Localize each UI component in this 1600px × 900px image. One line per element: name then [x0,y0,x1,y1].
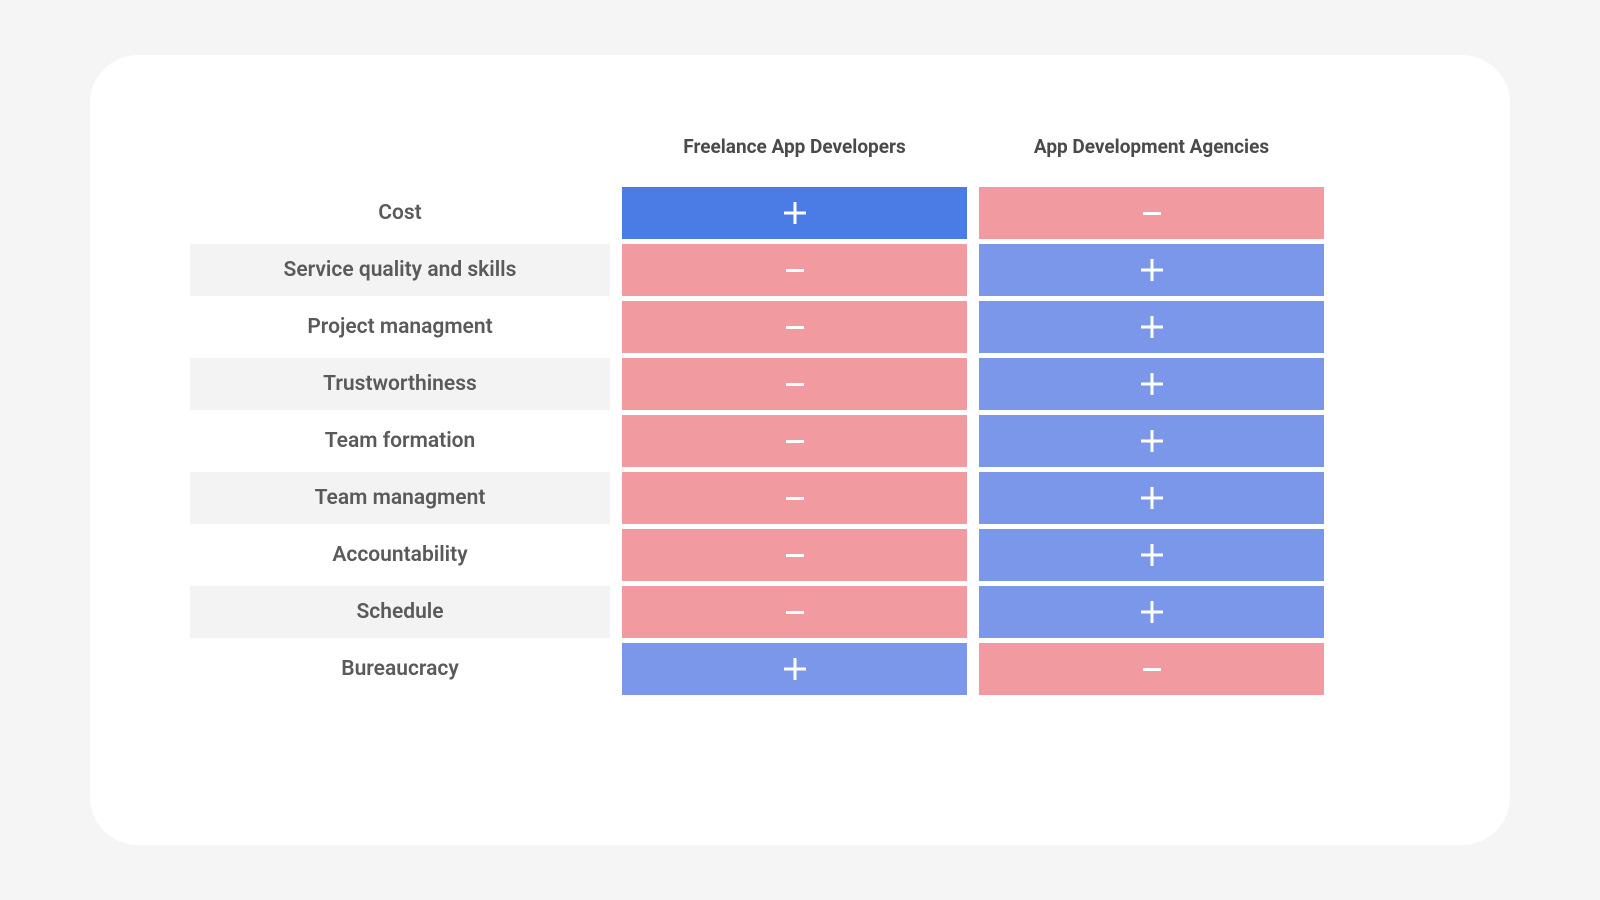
plus-icon [1141,430,1163,452]
plus-icon [1141,259,1163,281]
minus-icon [786,383,804,386]
plus-icon [1141,487,1163,509]
plus-icon [1141,316,1163,338]
column-header-freelance: Freelance App Developers [622,135,967,158]
value-cell [622,586,967,638]
row-label: Accountability [190,529,610,581]
row-label: Team formation [190,415,610,467]
minus-icon [1143,668,1161,671]
table-header-row: Freelance App Developers App Development… [190,135,1410,158]
row-label: Project managment [190,301,610,353]
value-cell [979,529,1324,581]
table-row: Team managment [190,472,1410,524]
table-row: Team formation [190,415,1410,467]
plus-icon [1141,544,1163,566]
minus-icon [786,269,804,272]
table-row: Cost [190,187,1410,239]
table-row: Schedule [190,586,1410,638]
plus-icon [784,202,806,224]
value-cell [979,244,1324,296]
value-cell [979,472,1324,524]
value-cell [979,301,1324,353]
minus-icon [786,497,804,500]
minus-icon [786,440,804,443]
header-spacer [190,135,610,158]
value-cell [622,244,967,296]
value-cell [622,301,967,353]
column-header-agency: App Development Agencies [979,135,1324,158]
value-cell [979,187,1324,239]
table-row: Accountability [190,529,1410,581]
row-label: Team managment [190,472,610,524]
value-cell [622,529,967,581]
comparison-card: Freelance App Developers App Development… [90,55,1510,845]
plus-icon [1141,373,1163,395]
value-cell [622,472,967,524]
table-row: Service quality and skills [190,244,1410,296]
row-label: Bureaucracy [190,643,610,695]
row-label: Trustworthiness [190,358,610,410]
comparison-table: Freelance App Developers App Development… [190,135,1410,695]
minus-icon [786,326,804,329]
minus-icon [786,554,804,557]
minus-icon [1143,212,1161,215]
row-label: Cost [190,187,610,239]
value-cell [979,586,1324,638]
row-label: Schedule [190,586,610,638]
table-row: Bureaucracy [190,643,1410,695]
value-cell [622,415,967,467]
table-row: Trustworthiness [190,358,1410,410]
plus-icon [784,658,806,680]
value-cell [979,358,1324,410]
value-cell [622,187,967,239]
table-row: Project managment [190,301,1410,353]
plus-icon [1141,601,1163,623]
table-body: CostService quality and skillsProject ma… [190,187,1410,695]
value-cell [979,643,1324,695]
value-cell [622,643,967,695]
value-cell [622,358,967,410]
minus-icon [786,611,804,614]
value-cell [979,415,1324,467]
row-label: Service quality and skills [190,244,610,296]
